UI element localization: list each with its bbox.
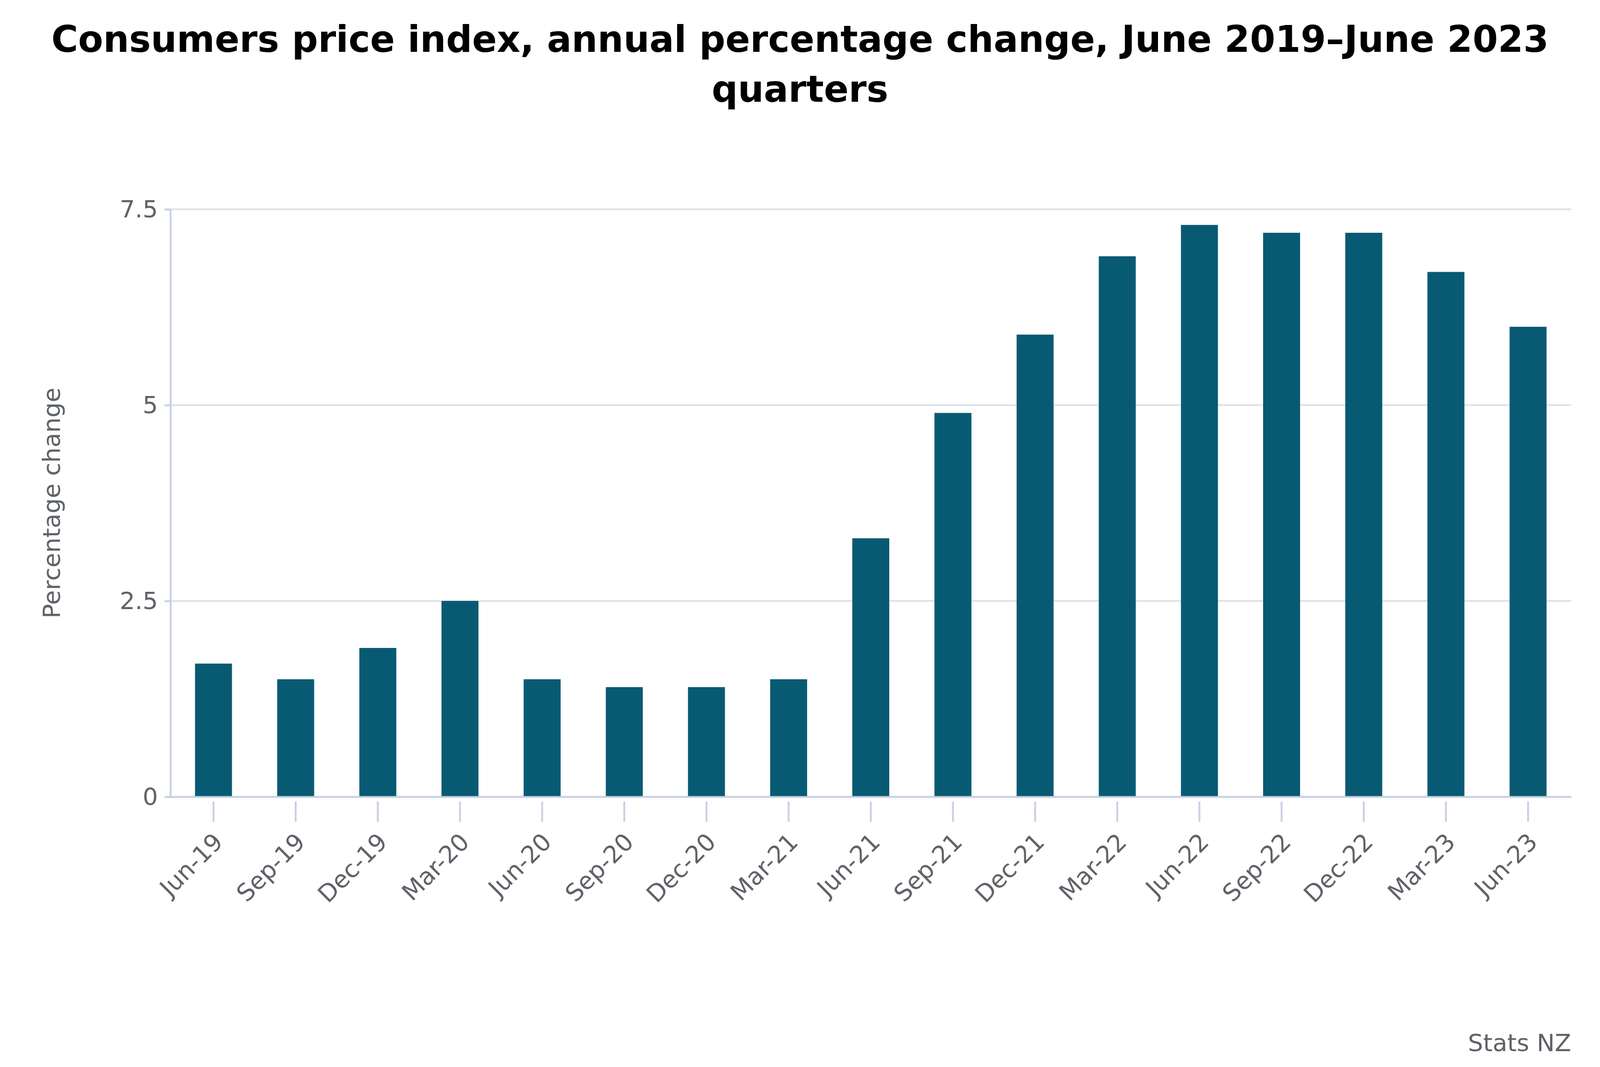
tick: Jun-21 xyxy=(810,801,886,903)
tick: 2.5 xyxy=(119,586,171,615)
tick: Jun-19 xyxy=(153,801,229,903)
tick-mark xyxy=(376,801,379,822)
tick-label: Sep-21 xyxy=(888,827,968,908)
tick: Mar-21 xyxy=(725,801,804,907)
tick-mark xyxy=(541,801,544,822)
tick-mark xyxy=(164,600,171,603)
tick: Dec-21 xyxy=(969,801,1051,908)
tick-mark xyxy=(212,801,215,822)
tick-label: Sep-19 xyxy=(231,827,311,908)
source: Stats NZ xyxy=(1468,1028,1572,1057)
tick-mark xyxy=(164,404,171,407)
tick: Sep-22 xyxy=(1217,801,1297,908)
tick-label: Sep-22 xyxy=(1217,827,1297,908)
axis-line xyxy=(164,209,171,798)
bars xyxy=(194,225,1547,797)
tick-label: 5 xyxy=(142,391,158,419)
bar xyxy=(605,687,643,797)
tick-label: Jun-22 xyxy=(1139,827,1215,903)
tick: 5 xyxy=(142,391,171,419)
tick-mark xyxy=(1527,801,1529,822)
tick-mark xyxy=(952,801,955,822)
tick-label: Dec-22 xyxy=(1298,827,1379,908)
grid xyxy=(170,209,1572,797)
tick-mark xyxy=(164,208,171,211)
tick: 7.5 xyxy=(119,195,171,224)
bar xyxy=(359,647,397,797)
tick-label: Jun-21 xyxy=(810,827,886,903)
tick: Dec-22 xyxy=(1298,801,1379,908)
y-axis-title: Percentage change xyxy=(37,387,66,619)
tick-mark xyxy=(705,801,708,822)
bar xyxy=(1098,256,1136,797)
tick-mark xyxy=(1280,801,1283,822)
tick-label: Dec-21 xyxy=(969,827,1051,908)
tick-label: 7.5 xyxy=(119,195,158,224)
tick: Sep-20 xyxy=(559,801,639,908)
bar xyxy=(194,663,232,797)
bar xyxy=(1016,334,1054,797)
grid-line xyxy=(170,795,1572,798)
tick-label: 2.5 xyxy=(119,586,158,615)
tick-mark xyxy=(1362,801,1365,822)
tick-mark xyxy=(164,796,171,799)
tick-label: Dec-19 xyxy=(312,827,393,908)
tick-label: Mar-21 xyxy=(725,827,804,907)
bar xyxy=(770,679,808,797)
tick: Sep-21 xyxy=(888,801,968,908)
bar xyxy=(441,600,479,797)
bar xyxy=(688,687,726,797)
tick: Jun-23 xyxy=(1468,801,1543,903)
tick: Dec-20 xyxy=(641,801,722,908)
tick-mark xyxy=(1034,801,1037,822)
bar xyxy=(934,412,972,797)
tick-mark xyxy=(870,801,872,822)
tick-label: Mar-22 xyxy=(1053,827,1133,907)
tick: Jun-22 xyxy=(1139,801,1215,903)
axis-line xyxy=(170,796,1572,799)
bar xyxy=(523,679,561,797)
bar xyxy=(1427,272,1465,797)
tick-label: Mar-23 xyxy=(1382,827,1461,907)
tick-mark xyxy=(458,801,461,822)
bar xyxy=(1181,225,1218,797)
chart: 02.557.5Jun-19Sep-19Dec-19Mar-20Jun-20Se… xyxy=(0,0,1600,1067)
tick-mark xyxy=(1444,801,1447,822)
tick: Mar-23 xyxy=(1382,801,1461,907)
tick-label: Sep-20 xyxy=(559,827,639,908)
bar xyxy=(852,537,890,797)
tick: Jun-20 xyxy=(481,801,557,903)
tick-label: Jun-20 xyxy=(481,827,557,903)
x-axis: Jun-19Sep-19Dec-19Mar-20Jun-20Sep-20Dec-… xyxy=(153,797,1572,909)
tick-label: Jun-19 xyxy=(153,827,229,903)
tick-mark xyxy=(1198,801,1201,822)
plot-area: 02.557.5Jun-19Sep-19Dec-19Mar-20Jun-20Se… xyxy=(119,195,1572,909)
tick-label: Dec-20 xyxy=(641,827,722,908)
tick: Sep-19 xyxy=(231,801,311,908)
bar xyxy=(277,679,315,797)
tick-mark xyxy=(787,801,790,822)
tick-label: 0 xyxy=(142,782,158,811)
tick-mark xyxy=(1116,801,1119,822)
bar xyxy=(1509,326,1547,797)
tick-label: Jun-23 xyxy=(1468,827,1543,903)
tick: Mar-20 xyxy=(396,801,475,907)
tick: Mar-22 xyxy=(1053,801,1133,907)
tick-label: Mar-20 xyxy=(396,827,475,907)
bar xyxy=(1263,232,1301,797)
bar xyxy=(1345,232,1383,797)
chart-title: Consumers price index, annual percentage… xyxy=(28,14,1572,115)
tick-mark xyxy=(623,801,626,822)
y-axis: 0 2.5 5 7.5 xyxy=(119,195,171,811)
tick-mark xyxy=(294,801,297,822)
tick: 0 xyxy=(142,782,171,811)
tick: Dec-19 xyxy=(312,801,393,908)
grid-line xyxy=(170,208,1572,211)
